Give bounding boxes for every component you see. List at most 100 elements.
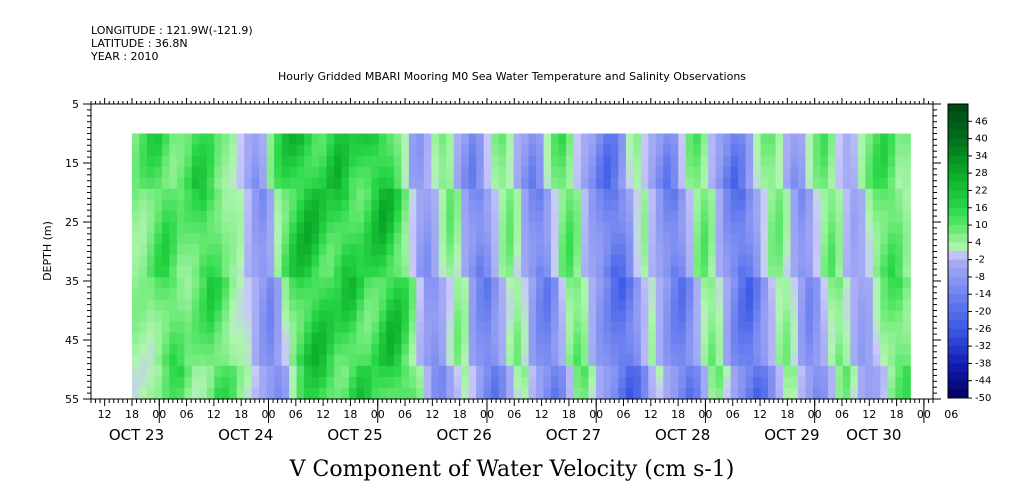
- heatmap-cell: [797, 277, 807, 289]
- heatmap-cell: [251, 376, 260, 389]
- heatmap-cell: [558, 277, 567, 289]
- heatmap-cell: [378, 343, 387, 356]
- heatmap-cell: [730, 321, 739, 334]
- heatmap-cell: [730, 376, 739, 389]
- heatmap-cell: [491, 155, 500, 168]
- heatmap-cell: [498, 166, 507, 179]
- heatmap-cell: [648, 177, 657, 190]
- heatmap-cell: [506, 299, 515, 312]
- heatmap-cell: [296, 332, 305, 345]
- heatmap-cell: [438, 255, 447, 267]
- heatmap-cell: [139, 244, 148, 256]
- heatmap-cell: [476, 255, 485, 267]
- heatmap-cell: [895, 244, 904, 256]
- heatmap-cell: [797, 343, 807, 356]
- heatmap-cell: [745, 199, 754, 212]
- heatmap-cell: [491, 188, 500, 201]
- heatmap-cell: [199, 177, 208, 190]
- heatmap-cell: [588, 177, 597, 190]
- heatmap-cell: [483, 233, 492, 245]
- heatmap-cell: [326, 188, 335, 201]
- heatmap-cell: [588, 332, 597, 345]
- heatmap-cell: [334, 321, 343, 334]
- x-hour-label: 06: [726, 408, 740, 421]
- heatmap-cell: [341, 199, 350, 212]
- heatmap-cell: [783, 222, 792, 234]
- heatmap-cell: [408, 343, 417, 356]
- heatmap-cell: [745, 321, 754, 334]
- heatmap-cell: [251, 144, 260, 157]
- heatmap-cell: [745, 266, 754, 278]
- heatmap-cell: [498, 288, 507, 301]
- heatmap-cell: [206, 233, 215, 245]
- heatmap-cell: [745, 310, 754, 323]
- heatmap-cell: [348, 299, 358, 312]
- heatmap-cell: [730, 155, 739, 168]
- heatmap-cell: [857, 244, 866, 256]
- heatmap-cell: [521, 255, 530, 267]
- heatmap-cell: [805, 277, 814, 289]
- heatmap-cell: [693, 210, 702, 223]
- heatmap-cell: [723, 288, 732, 301]
- heatmap-cell: [633, 376, 642, 389]
- heatmap-cell: [191, 210, 200, 223]
- heatmap-cell: [715, 365, 724, 378]
- heatmap-cell: [176, 177, 185, 190]
- heatmap-cell: [416, 244, 425, 256]
- heatmap-cell: [551, 332, 560, 345]
- heatmap-cell: [281, 133, 290, 146]
- heatmap-cell: [266, 365, 275, 378]
- heatmap-cell: [206, 210, 215, 223]
- heatmap-cell: [842, 188, 851, 201]
- heatmap-cell: [738, 321, 747, 334]
- heatmap-cell: [693, 277, 702, 289]
- heatmap-cell: [416, 365, 425, 378]
- heatmap-cell: [663, 155, 672, 168]
- heatmap-cell: [461, 343, 470, 356]
- heatmap-cell: [453, 266, 462, 278]
- x-hour-label: 06: [507, 408, 521, 421]
- heatmap-cell: [610, 177, 619, 190]
- heatmap-cell: [805, 155, 814, 168]
- heatmap-cell: [311, 277, 320, 289]
- heatmap-cell: [259, 343, 268, 356]
- heatmap-cell: [775, 144, 784, 157]
- heatmap-cell: [595, 177, 605, 190]
- heatmap-cell: [146, 255, 156, 267]
- heatmap-cell: [259, 177, 268, 190]
- heatmap-cell: [266, 133, 275, 146]
- heatmap-cell: [663, 222, 672, 234]
- heatmap-cell: [506, 144, 515, 157]
- heatmap-cell: [169, 387, 178, 399]
- heatmap-cell: [244, 155, 253, 168]
- heatmap-cell: [790, 188, 799, 201]
- heatmap-cell: [880, 321, 889, 334]
- heatmap-cell: [543, 222, 552, 234]
- heatmap-cell: [513, 365, 522, 378]
- heatmap-cell: [573, 299, 582, 312]
- heatmap-cell: [850, 277, 859, 289]
- heatmap-cell: [827, 233, 837, 245]
- heatmap-cell: [610, 343, 619, 356]
- heatmap-cell: [483, 310, 492, 323]
- heatmap-cell: [334, 244, 343, 256]
- heatmap-cell: [887, 188, 896, 201]
- heatmap-cell: [536, 222, 545, 234]
- heatmap-cell: [371, 210, 380, 223]
- x-hour-label: 00: [589, 408, 603, 421]
- heatmap-cell: [229, 277, 238, 289]
- heatmap-cell: [805, 354, 814, 367]
- heatmap-cell: [558, 321, 567, 334]
- heatmap-cell: [895, 310, 904, 323]
- heatmap-cell: [476, 288, 485, 301]
- heatmap-cell: [663, 133, 672, 146]
- heatmap-cell: [259, 277, 268, 289]
- heatmap-cell: [865, 210, 874, 223]
- heatmap-cell: [551, 277, 560, 289]
- heatmap-cell: [281, 310, 290, 323]
- heatmap-cell: [790, 332, 799, 345]
- heatmap-cell: [483, 343, 492, 356]
- heatmap-cell: [341, 332, 350, 345]
- heatmap-cell: [715, 277, 724, 289]
- heatmap-cell: [453, 354, 462, 367]
